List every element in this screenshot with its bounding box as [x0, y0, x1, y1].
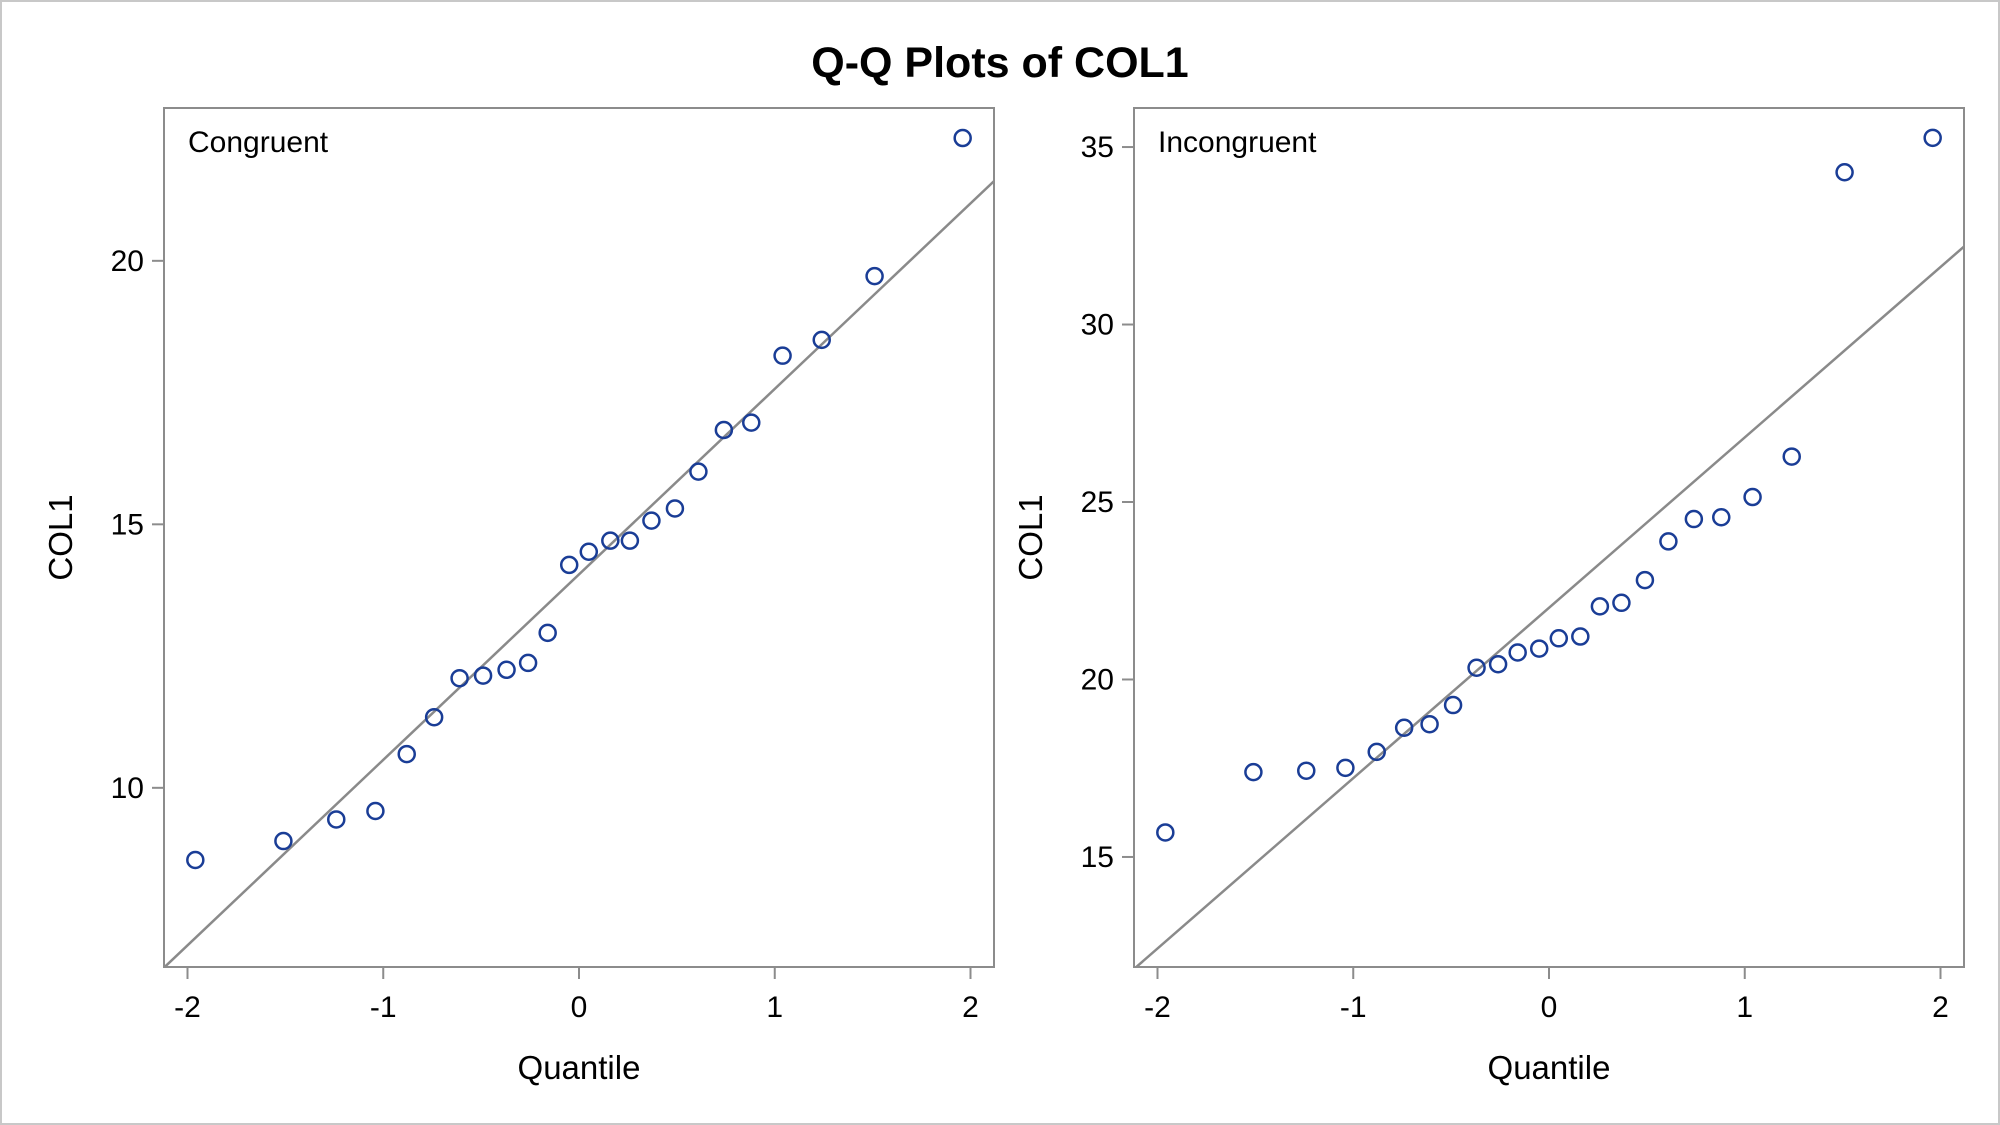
y-tick-label: 35	[1081, 131, 1114, 164]
data-point	[1420, 714, 1439, 734]
data-point	[1712, 508, 1731, 527]
reference-line	[1134, 245, 1964, 967]
data-point	[497, 660, 516, 680]
data-point	[1394, 718, 1414, 738]
x-tick-label: 1	[1736, 991, 1753, 1024]
data-point	[473, 666, 493, 685]
data-point	[1635, 570, 1655, 590]
data-point	[274, 831, 293, 851]
data-point	[1923, 128, 1942, 148]
data-point	[1684, 509, 1704, 529]
panel-label: Incongruent	[1158, 126, 1317, 159]
data-point	[714, 420, 734, 440]
data-point	[327, 810, 346, 829]
data-point	[538, 623, 557, 643]
x-tick-label: -1	[370, 991, 397, 1024]
x-tick-label: -2	[174, 991, 201, 1024]
data-point	[1529, 639, 1549, 658]
x-tick-label: -1	[1340, 991, 1367, 1024]
data-point	[424, 707, 444, 727]
data-point	[601, 531, 620, 550]
y-tick-label: 20	[111, 245, 144, 278]
data-point	[620, 531, 640, 550]
data-point	[865, 266, 884, 286]
panel-congruent: -2 -1 0 1 2 10 15 20 Quantile COL1 Congruent	[42, 107, 995, 1086]
x-tick-label: 2	[1932, 991, 1949, 1024]
data-point	[1743, 487, 1762, 507]
data-point	[1367, 742, 1386, 762]
data-point	[689, 462, 708, 481]
data-point	[1782, 447, 1801, 466]
data-point	[1156, 823, 1175, 842]
data-point	[773, 346, 792, 365]
data-point	[812, 330, 831, 350]
data-point	[742, 413, 761, 432]
data-point	[1612, 593, 1631, 613]
data-point	[186, 850, 205, 870]
data-point	[953, 128, 972, 148]
reference-line	[164, 180, 994, 967]
x-tick-label: 0	[1541, 991, 1558, 1024]
data-point	[1443, 695, 1463, 715]
figure-title: Q-Q Plots of COL1	[811, 39, 1188, 87]
y-tick-label: 25	[1081, 486, 1114, 519]
data-point	[1571, 627, 1590, 646]
x-tick-label: -2	[1144, 991, 1171, 1024]
data-point	[366, 801, 385, 821]
data-point	[579, 542, 599, 561]
data-point	[1467, 658, 1486, 678]
y-tick-label: 10	[111, 772, 144, 805]
x-tick-label: 1	[766, 991, 783, 1024]
data-point	[1508, 643, 1527, 662]
x-tick-label: 2	[962, 991, 979, 1024]
y-axis-label: COL1	[1012, 494, 1049, 580]
panel-label: Congruent	[188, 126, 329, 159]
data-point	[518, 653, 538, 673]
data-point	[1590, 597, 1610, 616]
data-point	[397, 744, 416, 764]
data-point	[1336, 758, 1355, 778]
data-point	[1835, 162, 1854, 182]
y-tick-label: 15	[1081, 841, 1114, 874]
data-point	[1549, 629, 1569, 648]
y-axis-label: COL1	[42, 494, 79, 580]
y-tick-label: 30	[1081, 309, 1114, 342]
data-point	[642, 511, 661, 530]
data-point	[450, 668, 469, 688]
data-point	[665, 499, 685, 518]
data-point	[1297, 761, 1316, 780]
x-axis-label: Quantile	[1488, 1049, 1611, 1086]
panel-incongruent: -2 -1 0 1 2 15 20 25 30 35 Quantile COL1 Incongruent	[1012, 107, 1965, 1086]
y-tick-label: 15	[111, 508, 144, 541]
data-point	[1244, 762, 1263, 782]
data-point	[559, 555, 579, 575]
data-point	[1488, 654, 1508, 674]
data-point	[1659, 532, 1678, 551]
x-axis-label: Quantile	[518, 1049, 641, 1086]
y-tick-label: 20	[1081, 663, 1114, 696]
x-tick-label: 0	[571, 991, 588, 1024]
